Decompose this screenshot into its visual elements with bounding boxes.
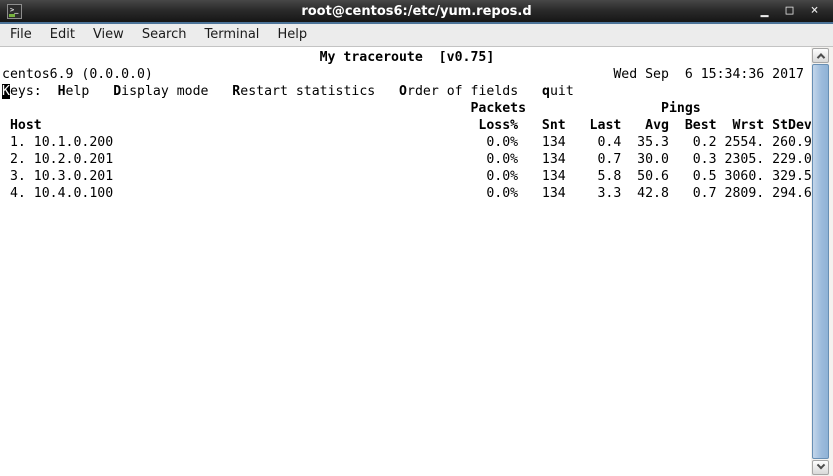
scroll-down-button[interactable] xyxy=(812,460,829,475)
scroll-up-button[interactable] xyxy=(812,48,829,63)
maximize-button[interactable]: □ xyxy=(785,3,794,18)
minimize-button[interactable]: ▁ xyxy=(760,3,769,18)
terminal-line: Host Loss% Snt Last Avg Best Wrst StDev xyxy=(9,118,811,133)
terminal-cursor: K xyxy=(2,84,10,99)
terminal-app-icon[interactable]: >_ xyxy=(7,3,22,19)
scrollbar-track[interactable] xyxy=(812,64,829,459)
terminal-line: Keys: Help Display mode Restart statisti… xyxy=(2,84,574,99)
menu-item-file[interactable]: File xyxy=(10,27,32,42)
scrollbar xyxy=(811,47,833,476)
close-button[interactable]: × xyxy=(810,3,819,18)
window-titlebar[interactable]: >_ root@centos6:/etc/yum.repos.d ▁ □ × xyxy=(0,0,833,24)
chevron-down-icon xyxy=(816,460,825,469)
scrollbar-thumb[interactable] xyxy=(812,64,829,459)
terminal-icon: >_ xyxy=(10,5,19,14)
window-title: root@centos6:/etc/yum.repos.d xyxy=(301,3,532,19)
menu-item-edit[interactable]: Edit xyxy=(49,27,75,42)
terminal-line: 4. 10.4.0.100 0.0% 134 3.3 42.8 0.7 2809… xyxy=(2,186,811,201)
menu-item-search[interactable]: Search xyxy=(141,27,187,42)
terminal-line: Packets Pings xyxy=(470,101,701,116)
terminal-screen[interactable]: My traceroute [v0.75] centos6.9 (0.0.0.0)… xyxy=(0,47,811,476)
terminal-line: 1. 10.1.0.200 0.0% 134 0.4 35.3 0.2 2554… xyxy=(2,135,811,150)
window-controls: ▁ □ × xyxy=(752,1,833,21)
chevron-up-icon xyxy=(816,52,825,62)
menu-item-view[interactable]: View xyxy=(92,27,124,42)
terminal-line: centos6.9 (0.0.0.0) Wed Sep 6 15:34:36 2… xyxy=(2,67,804,82)
menu-item-help[interactable]: Help xyxy=(277,27,308,42)
terminal-line: My traceroute [v0.75] xyxy=(319,50,495,65)
menu-bar: File Edit View Search Terminal Help xyxy=(0,24,833,47)
terminal-area: My traceroute [v0.75] centos6.9 (0.0.0.0)… xyxy=(0,47,833,476)
terminal-line: 2. 10.2.0.201 0.0% 134 0.7 30.0 0.3 2305… xyxy=(2,152,811,167)
menu-item-terminal[interactable]: Terminal xyxy=(204,27,260,42)
terminal-line: 3. 10.3.0.201 0.0% 134 5.8 50.6 0.5 3060… xyxy=(2,169,811,184)
